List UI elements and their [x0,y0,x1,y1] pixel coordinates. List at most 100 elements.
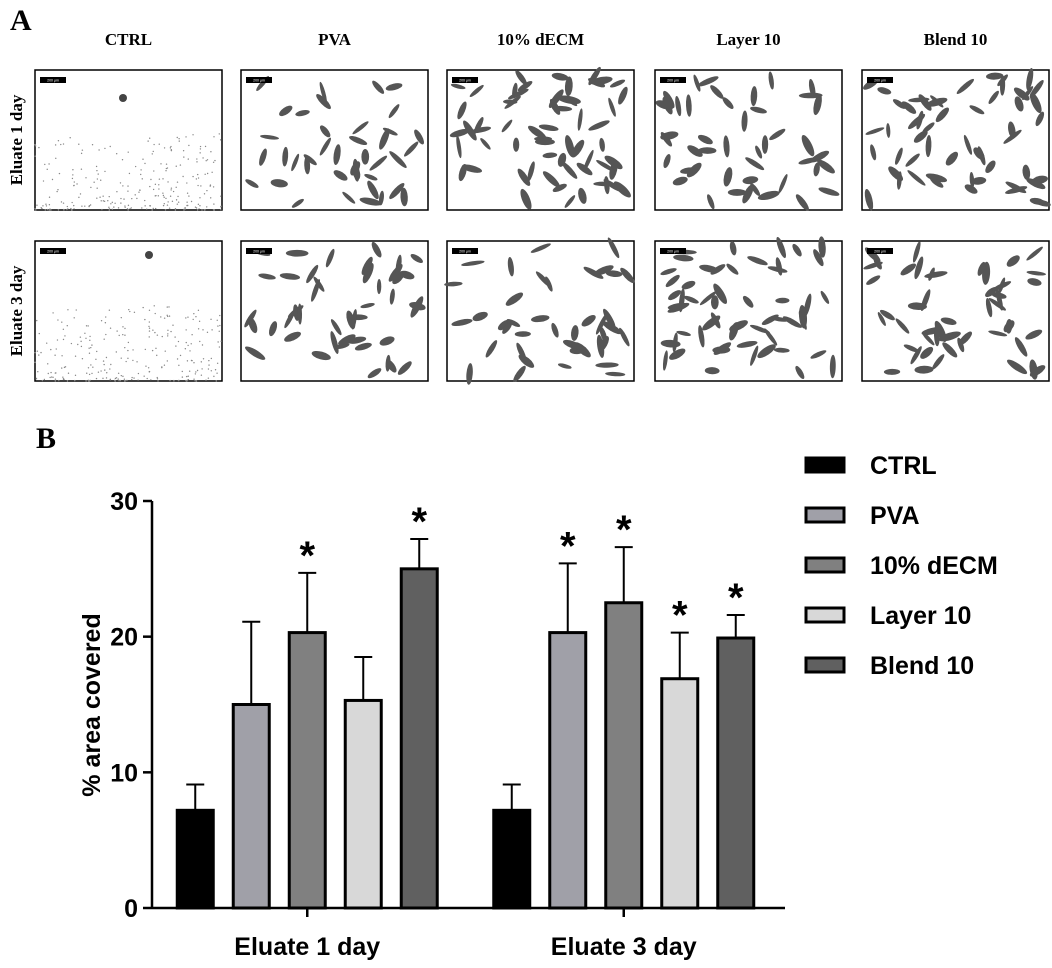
speck [191,334,193,336]
speck [127,357,129,360]
speck [66,325,68,327]
cell [588,66,601,86]
speck [108,309,111,311]
cell [613,181,631,198]
scale-bar-label: 200 µm [253,250,265,254]
cell [480,138,491,150]
speck [208,364,210,366]
speck [113,379,116,382]
speck [108,195,110,198]
speck [42,205,44,207]
x-tick-label: Eluate 3 day [551,933,697,961]
speck [161,366,163,369]
cell [258,273,276,280]
cell [530,315,550,323]
cell [697,134,713,145]
speck [115,377,118,379]
cell [729,240,737,256]
cell [722,97,734,110]
cell [985,298,993,318]
cell [801,134,815,157]
speck [185,329,187,331]
speck [124,334,126,336]
speck [47,372,49,375]
scale-bar [452,248,478,254]
speck [217,341,219,343]
speck [152,150,154,153]
speck [90,364,92,366]
cell [603,308,616,330]
speck [190,343,192,345]
cell [564,195,576,208]
y-tick-label: 30 [110,488,138,516]
cell [451,318,473,327]
cell [388,104,400,119]
speck [213,203,215,205]
speck [55,157,57,160]
speck [141,207,143,209]
cell [938,331,961,342]
speck [61,367,63,369]
speck [91,344,93,346]
speck [170,189,172,191]
cell [925,173,948,183]
cell [607,237,620,259]
speck [143,375,145,377]
speck [163,196,165,198]
cell [921,331,935,346]
cell [895,318,910,334]
speck [146,377,148,380]
speck [190,200,193,203]
speck [38,332,40,335]
speck [166,167,169,169]
cell [660,268,677,276]
cell [742,176,759,185]
speck [167,181,169,183]
cell [502,321,513,334]
cell [577,108,583,131]
speck [120,202,122,204]
cell [699,291,717,306]
cell [325,248,335,268]
speck [78,143,80,145]
speck [220,340,222,343]
speck [66,380,69,382]
speck [36,204,38,206]
cell [750,345,759,366]
speck [167,329,169,331]
y-tick-label: 20 [110,624,138,652]
speck [60,143,62,146]
cell [295,110,310,117]
cell [699,264,720,273]
cell [905,153,920,167]
speck [195,371,197,373]
speck [206,206,208,208]
speck [213,136,215,138]
speck [52,312,54,314]
legend-label: PVA [870,502,920,530]
cell [675,95,682,117]
cell [562,339,583,350]
speck [212,209,215,211]
speck [144,199,146,202]
speck [85,380,87,382]
cell [672,176,688,186]
speck [54,378,57,380]
cell [362,262,374,284]
speck [198,208,200,210]
speck [188,195,190,197]
scale-bar [867,248,893,254]
speck [148,330,151,332]
speck [87,325,89,327]
cell [285,249,309,257]
speck [194,206,197,208]
speck [79,193,82,195]
speck [187,344,189,347]
cell [795,365,805,379]
speck [199,148,202,150]
cell [311,350,331,361]
cell [514,331,531,337]
cell [723,135,730,158]
speck [181,370,183,373]
speck [219,324,221,327]
